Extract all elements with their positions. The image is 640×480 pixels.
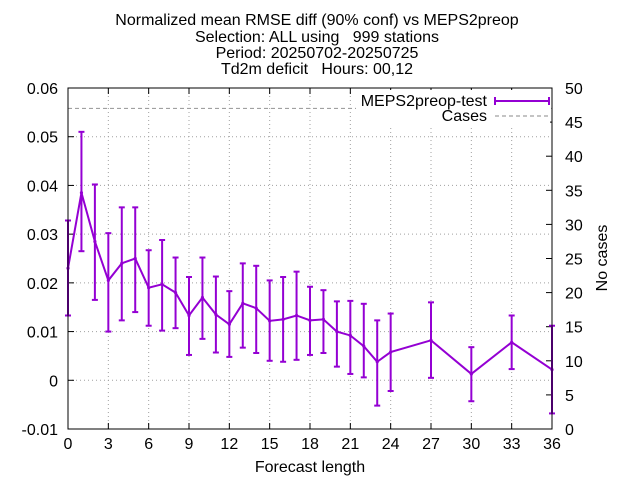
x-tick-label: 0	[64, 436, 73, 453]
x-tick-label: 27	[422, 436, 440, 453]
y2-tick-label: 0	[565, 422, 574, 439]
data-point	[469, 372, 473, 376]
data-point	[375, 360, 379, 364]
x-tick-label: 36	[543, 436, 561, 453]
legend-sample-series-1	[494, 97, 550, 105]
x-tick-label: 9	[185, 436, 194, 453]
title-line-3: Period: 20250702-20250725	[216, 45, 419, 62]
ticks-layer: 0 3 6 9 12 15 18 21 24 27 30 33 36-0.0100.010.020.03…	[22, 81, 583, 453]
chart-title: Normalized mean RMSE diff (90% conf) vs …	[115, 12, 519, 78]
title-line-4: Td2m deficit Hours: 00,12	[221, 61, 413, 78]
y2-tick-label: 25	[565, 252, 583, 269]
data-point	[214, 312, 218, 317]
y2-tick-label: 15	[565, 320, 583, 337]
x-tick-label: 21	[341, 436, 359, 453]
data-point	[294, 313, 299, 318]
y2-axis-label: No cases	[594, 225, 611, 292]
legend-label-series-2: Cases	[442, 108, 487, 125]
x-tick-label: 18	[301, 436, 319, 453]
data-point	[227, 322, 231, 326]
y2-tick-label: 30	[565, 217, 583, 234]
x-tick-label: 33	[503, 436, 521, 453]
x-tick-label: 30	[462, 436, 480, 453]
y2-tick-label: 45	[565, 115, 583, 132]
data-point	[268, 319, 272, 323]
x-axis-label: Forecast length	[255, 459, 365, 476]
data-point	[173, 291, 178, 295]
y-tick-label: 0.05	[27, 130, 58, 147]
data-point	[200, 295, 205, 300]
data-point	[254, 306, 258, 310]
data-point	[147, 286, 151, 290]
title-line-2: Selection: ALL using 999 stations	[195, 29, 439, 46]
data-point	[281, 317, 285, 321]
data-point	[335, 329, 339, 334]
data-point	[429, 338, 433, 342]
y-tick-label: 0	[49, 373, 58, 390]
y-tick-label: -0.01	[22, 422, 59, 439]
y2-tick-label: 35	[565, 183, 583, 200]
y2-tick-label: 10	[565, 354, 583, 371]
y-tick-label: 0.06	[27, 81, 58, 98]
data-point	[133, 256, 137, 261]
legend: MEPS2preop-test Cases	[356, 90, 550, 126]
data-point	[321, 317, 326, 321]
y-tick-label: 0.03	[27, 227, 58, 244]
y2-tick-label: 5	[565, 388, 574, 405]
data-point	[187, 313, 191, 318]
data-point	[106, 278, 110, 283]
plot-frame	[67, 87, 553, 430]
x-tick-label: 15	[261, 436, 279, 453]
grid-layer	[68, 88, 552, 429]
data-point	[93, 239, 97, 244]
y2-tick-label: 50	[565, 81, 583, 98]
legend-label-series-1: MEPS2preop-test	[361, 93, 488, 110]
data-point	[362, 344, 366, 348]
x-tick-label: 24	[382, 436, 400, 453]
data-point	[510, 340, 514, 344]
x-tick-label: 12	[220, 436, 238, 453]
y2-tick-label: 20	[565, 286, 583, 303]
data-point	[389, 350, 393, 354]
legend-background	[356, 90, 550, 126]
y-tick-label: 0.01	[27, 325, 58, 342]
x-tick-label: 3	[104, 436, 113, 453]
data-point	[79, 191, 84, 195]
y-tick-label: 0.02	[27, 276, 58, 293]
data-point	[241, 301, 245, 305]
title-line-1: Normalized mean RMSE diff (90% conf) vs …	[115, 12, 519, 29]
data-point	[308, 318, 312, 322]
data-point	[160, 282, 164, 286]
y-tick-label: 0.04	[27, 178, 58, 195]
data-point	[348, 333, 352, 338]
y2-tick-label: 40	[565, 149, 583, 166]
data-point	[120, 261, 124, 265]
x-tick-label: 6	[144, 436, 153, 453]
